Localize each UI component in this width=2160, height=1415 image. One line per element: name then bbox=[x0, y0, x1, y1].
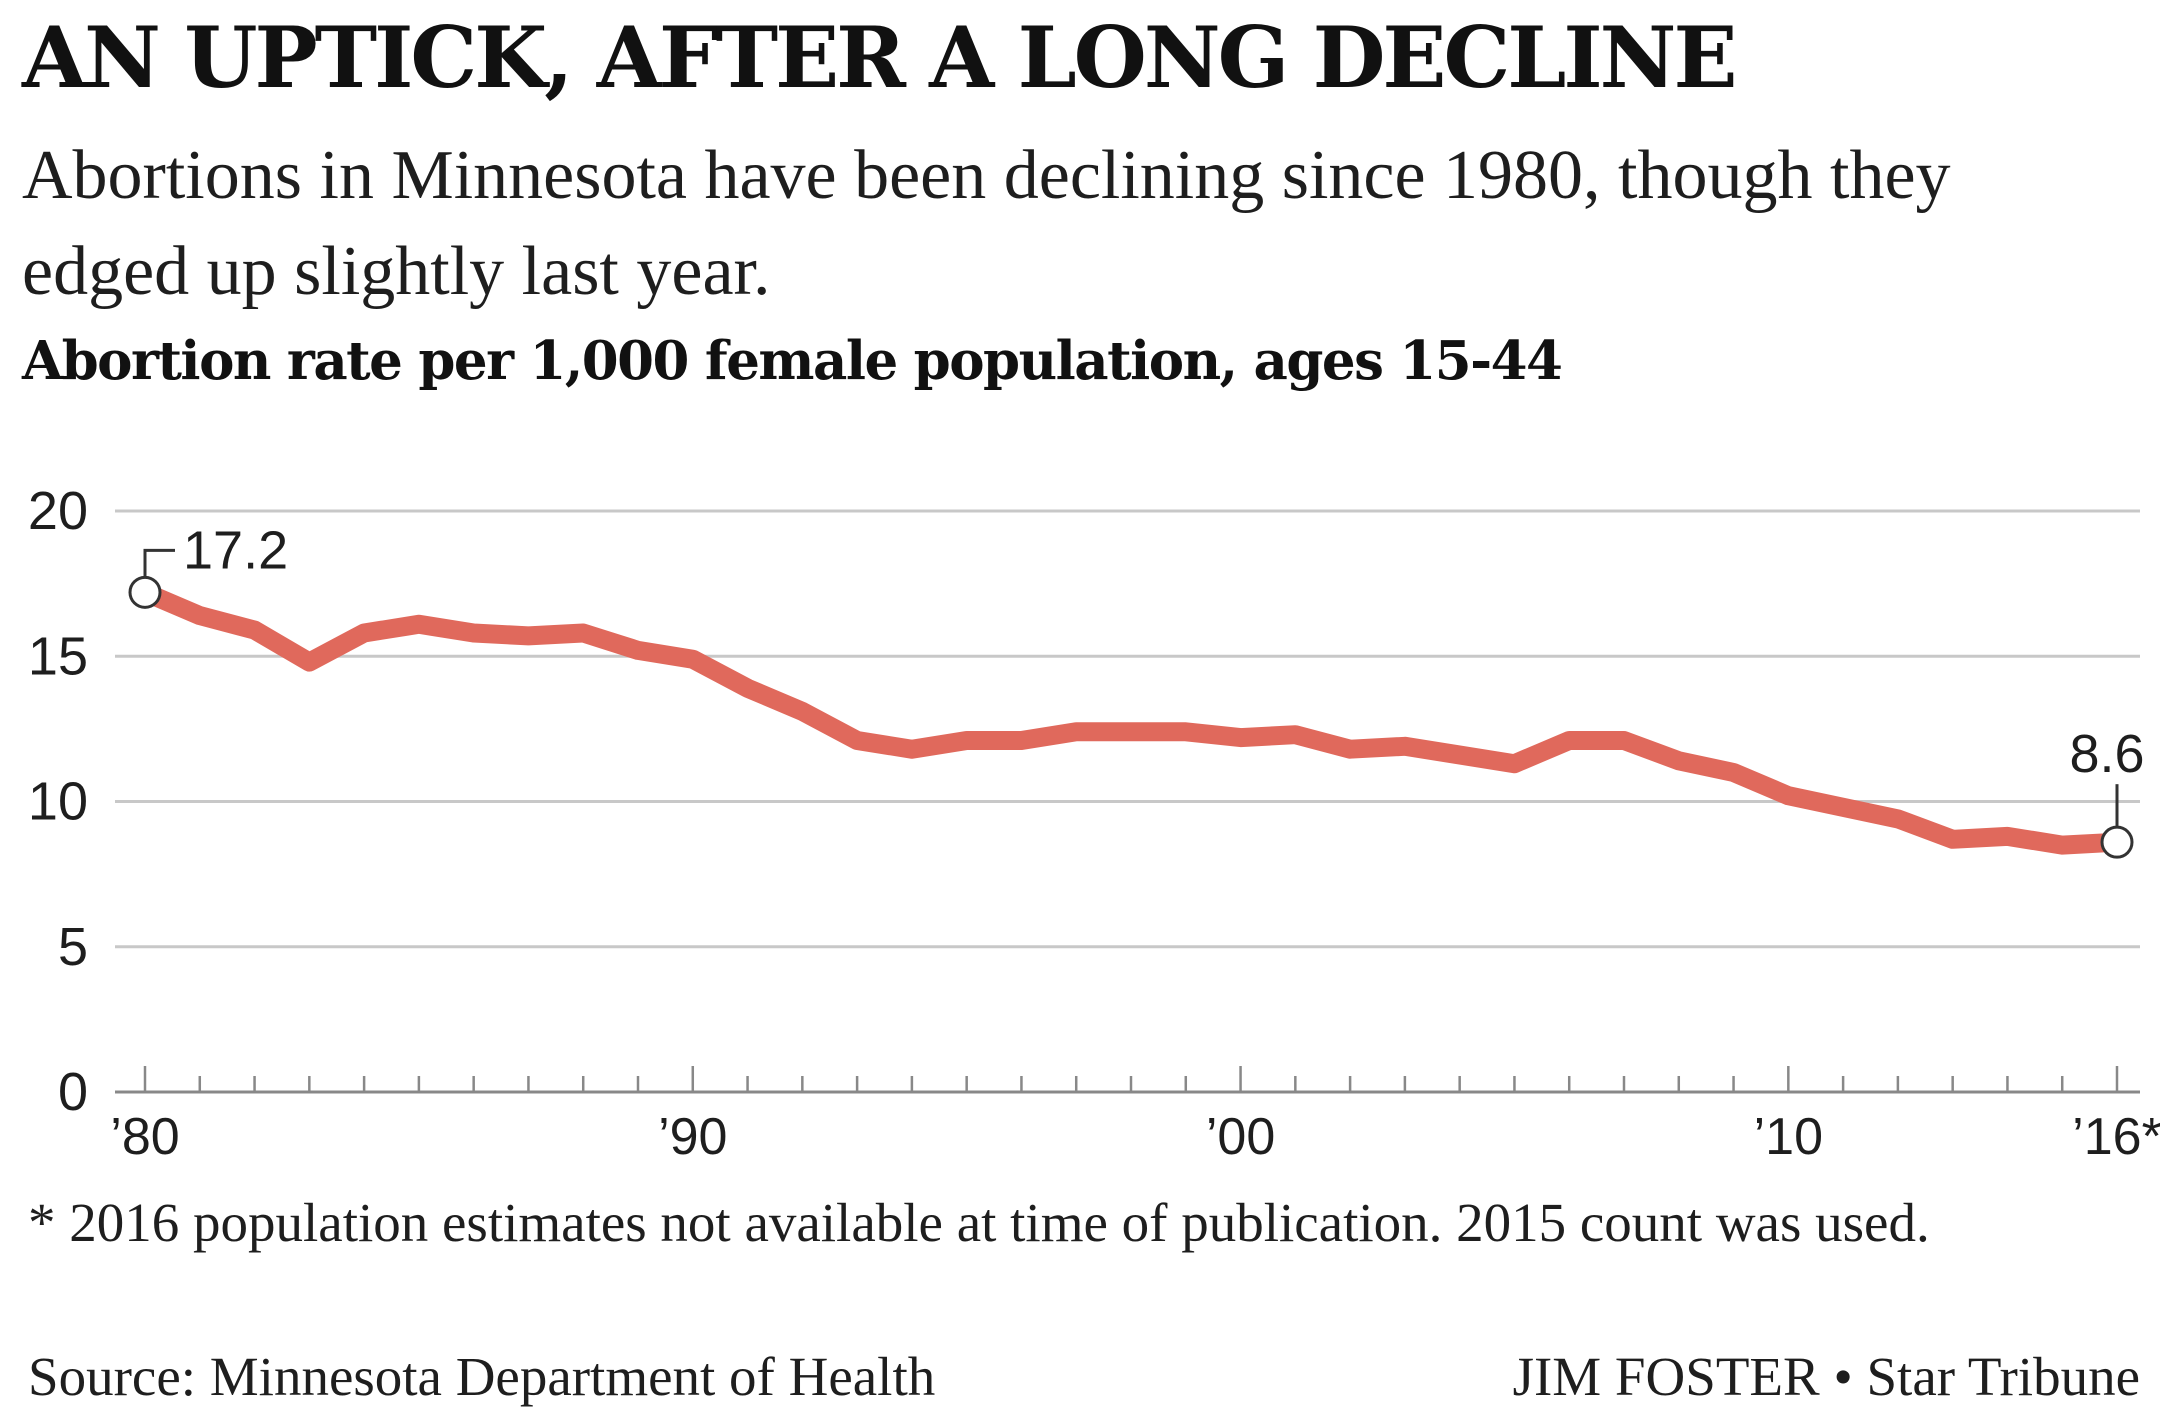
credit-line: JIM FOSTER • Star Tribune bbox=[1512, 1346, 2140, 1407]
annotation-label: 8.6 bbox=[2069, 724, 2144, 784]
annotation-marker bbox=[2100, 825, 2134, 859]
annotation-label: 17.2 bbox=[183, 520, 288, 580]
x-tick-label: ’10 bbox=[1754, 1108, 1823, 1166]
x-tick-label: ’16* bbox=[2072, 1108, 2160, 1166]
measure-label: Abortion rate per 1,000 female populatio… bbox=[22, 330, 1563, 392]
y-tick-label: 10 bbox=[28, 772, 88, 832]
annotations: 17.2 8.6 bbox=[128, 520, 2145, 859]
data-series bbox=[135, 582, 2127, 855]
x-tick-label: ’90 bbox=[658, 1108, 727, 1166]
y-tick-label: 5 bbox=[58, 917, 88, 977]
x-tick-label: ’00 bbox=[1206, 1108, 1275, 1166]
y-axis-tick-labels: 0 5 10 15 20 bbox=[28, 481, 88, 1122]
annotation-leader bbox=[143, 548, 175, 579]
chart-title: AN UPTICK, AFTER A LONG DECLINE bbox=[22, 8, 1737, 107]
y-tick-label: 0 bbox=[58, 1062, 88, 1122]
y-tick-label: 20 bbox=[28, 481, 88, 541]
y-tick-label: 15 bbox=[28, 626, 88, 686]
x-axis: ’80 ’90 ’00 ’10 ’16* bbox=[110, 1066, 2160, 1166]
x-tick-label: ’80 bbox=[110, 1108, 179, 1166]
source-note: Source: Minnesota Department of Health bbox=[28, 1346, 936, 1407]
chart-subtitle: Abortions in Minnesota have been declini… bbox=[22, 137, 1951, 310]
footnote: * 2016 population estimates not availabl… bbox=[28, 1192, 1930, 1253]
annotation-marker bbox=[128, 575, 162, 609]
series-line bbox=[135, 582, 2127, 855]
